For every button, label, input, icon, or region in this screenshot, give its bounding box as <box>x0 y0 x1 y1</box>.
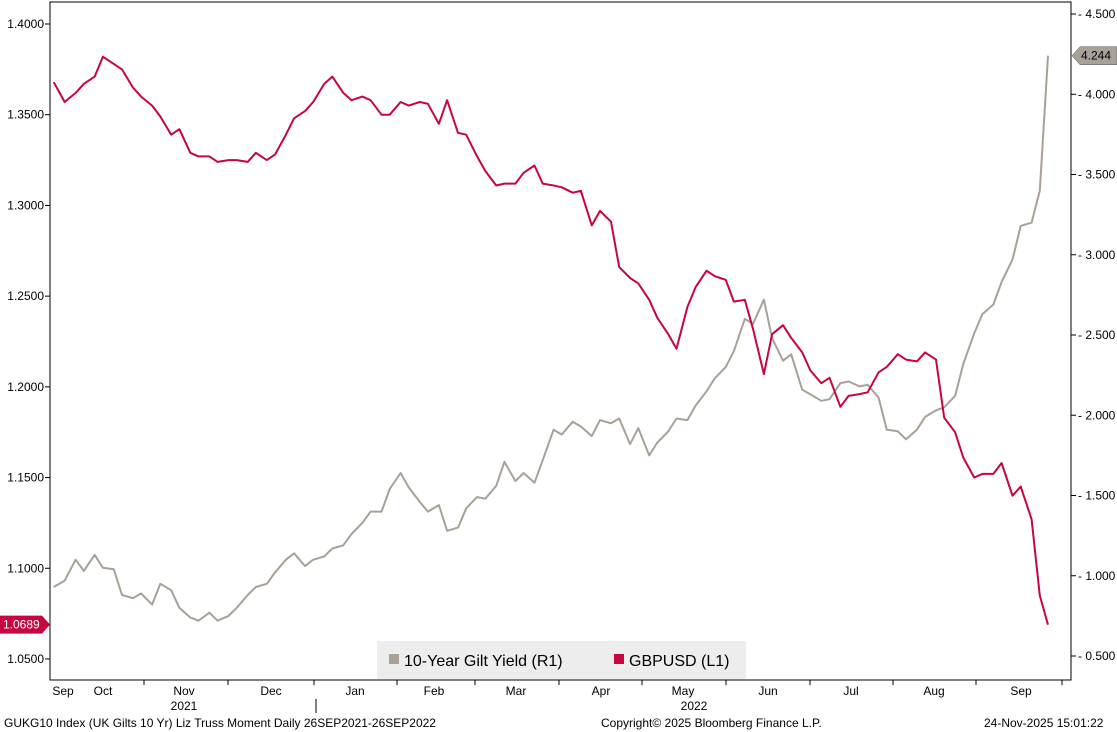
left-axis-tick-label: 1.3500 <box>7 108 44 122</box>
footer-center: Copyright© 2025 Bloomberg Finance L.P. <box>601 716 822 730</box>
gilt-yield-last-value-label: 4.244 <box>1081 49 1111 63</box>
axes: 1.4000 1.3500 1.3000 1.2500 1.2000 1.1500 1.10… <box>7 1 1116 713</box>
left-axis-tick-label: 1.2000 <box>7 380 44 394</box>
left-axis-tick-label: 1.1500 <box>7 471 44 485</box>
gbpusd-series-line <box>52 55 1049 625</box>
legend-swatch-gilt-yield <box>389 654 399 664</box>
x-axis-month-label: Oct <box>94 684 113 698</box>
series-layer <box>52 55 1049 625</box>
x-axis-month-label: Jul <box>843 684 858 698</box>
x-axis-month-label: May <box>672 684 695 698</box>
right-axis-tick-label: - 4.000 <box>1078 87 1116 101</box>
right-axis-tick-label: - 4.500 <box>1078 7 1116 21</box>
legend-swatch-gbpusd <box>614 654 624 664</box>
right-axis-tick-label: - 2.000 <box>1078 408 1116 422</box>
x-axis-month-label: Apr <box>592 684 611 698</box>
right-axis-tick-label: - 1.000 <box>1078 569 1116 583</box>
left-axis-tick-label: 1.3000 <box>7 198 44 212</box>
gbpusd-last-value-tag <box>0 615 50 634</box>
left-axis-tick-label: 1.1000 <box>7 561 44 575</box>
left-axis-tick-label: 1.2500 <box>7 289 44 303</box>
legend-box <box>377 641 746 679</box>
x-axis-month-label: Nov <box>173 684 194 698</box>
right-axis-tick-label: - 2.500 <box>1078 328 1116 342</box>
footer-right: 24-Nov-2025 15:01:22 <box>984 716 1104 730</box>
x-axis-month-label: Dec <box>260 684 281 698</box>
legend-label-gbpusd: GBPUSD (L1) <box>629 653 729 670</box>
right-axis-tick-label: - 0.500 <box>1078 649 1116 663</box>
x-axis-month-label: Jan <box>345 684 364 698</box>
gbpusd-last-value-label: 1.0689 <box>3 618 40 632</box>
right-axis-tick-label: - 3.500 <box>1078 168 1116 182</box>
x-axis-month-label: Sep <box>1010 684 1032 698</box>
gilt-yield-series-line <box>53 55 1049 622</box>
x-axis-month-label: Aug <box>923 684 944 698</box>
right-axis-tick-label: - 1.500 <box>1078 489 1116 503</box>
x-axis-year-label: 2022 <box>681 699 708 713</box>
x-axis-year-label: 2021 <box>171 699 198 713</box>
x-axis-month-label: Mar <box>506 684 527 698</box>
x-axis-month-label: Sep <box>52 684 74 698</box>
legend-label-gilt-yield: 10-Year Gilt Yield (R1) <box>404 653 563 670</box>
labels-layer: 4.244 1.0689 10-Year Gilt Yield (R1) GBPUSD… <box>0 46 1117 679</box>
right-axis-tick-label: - 3.000 <box>1078 248 1116 262</box>
gilt-yield-last-value-tag <box>1071 46 1117 65</box>
footer-left: GUKG10 Index (UK Gilts 10 Yr) Liz Truss … <box>4 716 436 730</box>
x-axis-month-label: Feb <box>424 684 445 698</box>
left-axis-tick-label: 1.0500 <box>7 652 44 666</box>
plot-frame <box>49 1 1072 681</box>
legend: 10-Year Gilt Yield (R1) GBPUSD (L1) <box>377 641 746 679</box>
left-axis-tick-label: 1.4000 <box>7 17 44 31</box>
x-axis-month-label: Jun <box>758 684 777 698</box>
